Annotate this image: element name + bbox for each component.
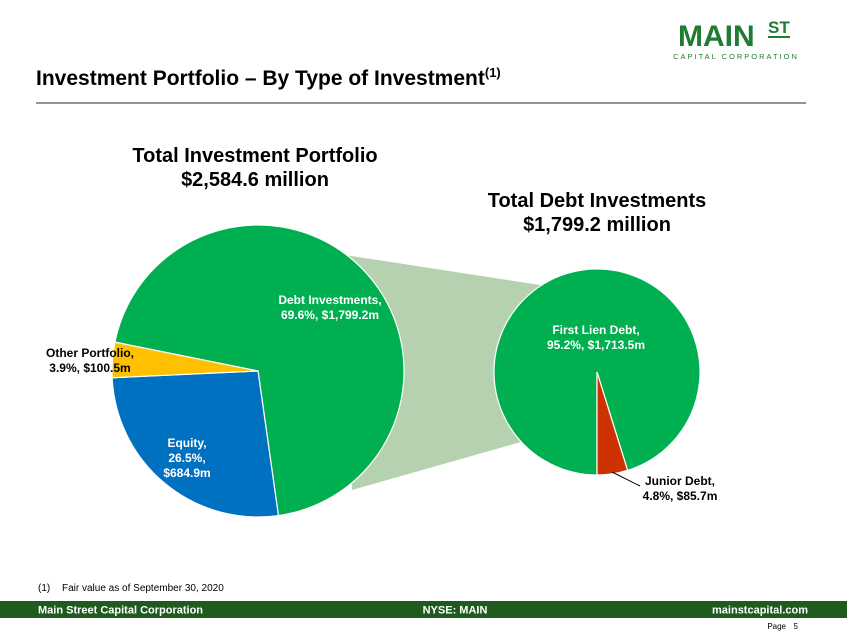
slice-label: $684.9m: [163, 466, 210, 480]
footer-bar: [0, 601, 847, 618]
slice-category: First Lien Debt,: [552, 323, 639, 337]
logo-sub: CAPITAL CORPORATION: [673, 52, 799, 61]
pie-slice: [111, 341, 259, 379]
footnote: Fair value as of September 30, 2020: [62, 583, 224, 594]
leader-line: [611, 471, 641, 487]
chart-title: Total Debt Investments: [488, 190, 707, 212]
title-text: Investment Portfolio – By Type of Invest…: [36, 67, 485, 90]
page-title: Investment Portfolio – By Type of Invest…: [36, 65, 501, 90]
chart-title: $1,799.2 million: [523, 214, 671, 236]
slice-label: 26.5%,: [168, 451, 205, 465]
logo-st: ST: [768, 18, 790, 37]
charts: Total Investment Portfolio$2,584.6 milli…: [46, 145, 718, 518]
footer-left: Main Street Capital Corporation: [38, 605, 203, 617]
chart-title: $2,584.6 million: [181, 169, 329, 191]
pie-slice: [111, 370, 280, 518]
slice-category: Other Portfolio,: [46, 346, 134, 360]
pie-slice: [114, 224, 405, 517]
footer-right: mainstcapital.com: [712, 605, 808, 617]
slice-label: 3.9%, $100.5m: [49, 361, 130, 375]
page-number: 5: [794, 622, 799, 631]
title-note: (1): [485, 65, 501, 80]
footnote-marker: (1): [38, 583, 50, 594]
logo-main: MAIN: [678, 20, 755, 53]
connector: [345, 255, 540, 490]
pie-slice: [596, 371, 629, 476]
slice-category: Junior Debt,: [645, 474, 715, 488]
slice-label: 95.2%, $1,713.5m: [547, 338, 645, 352]
page-label: Page: [767, 622, 786, 631]
slice-category: Equity,: [167, 436, 206, 450]
chart-title: Total Investment Portfolio: [132, 145, 377, 167]
slice-label: 4.8%, $85.7m: [643, 489, 718, 503]
slice-category: Debt Investments,: [278, 293, 381, 307]
slice-label: 69.6%, $1,799.2m: [281, 308, 379, 322]
footer-center: NYSE: MAIN: [423, 605, 488, 617]
